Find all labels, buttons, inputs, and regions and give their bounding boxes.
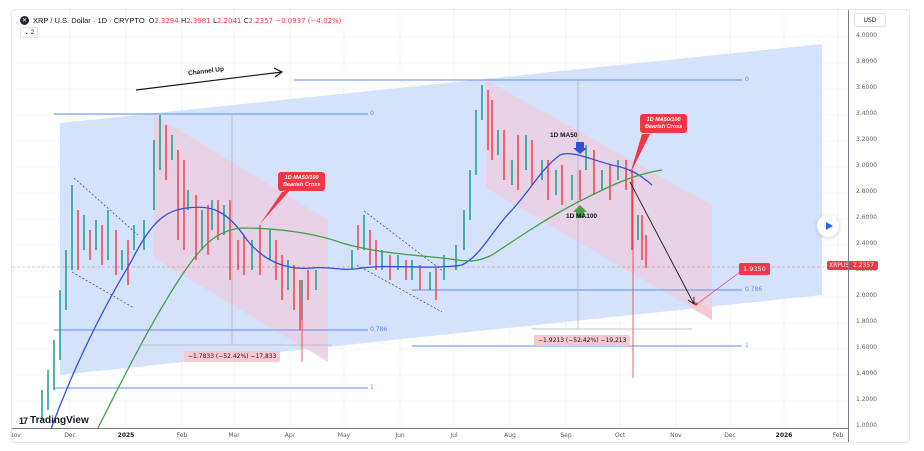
time-tick: Aug (504, 432, 516, 439)
price-axis[interactable]: USD 4.0000 3.8000 3.6000 3.4000 3.2000 3… (848, 10, 909, 442)
price-tick: 3.6000 (856, 84, 877, 91)
time-tick: Feb (832, 432, 844, 439)
indicators-toggle[interactable]: ⌄ 2 (20, 27, 39, 38)
price-tick: 3.2000 (856, 136, 877, 143)
price-tick: 1.8000 (856, 318, 877, 325)
ma50-label: 1D MA50 (550, 132, 578, 139)
price-tick: 3.4000 (856, 110, 877, 117)
tradingview-logo[interactable]: 17 TradingView (19, 415, 89, 426)
time-tick: 2026 (775, 432, 793, 439)
time-tick: Mar (228, 432, 240, 439)
scroll-to-realtime-button[interactable] (817, 215, 839, 237)
fib-level-0786-second: 0.786 (745, 286, 763, 293)
chart-canvas (12, 10, 848, 428)
chart-plot-area[interactable]: ✕ XRP / U.S. Dollar · 1D · CRYPTO O2.329… (12, 10, 856, 428)
tradingview-mark-icon: 17 (19, 415, 28, 426)
price-tick: 2.8000 (856, 188, 877, 195)
time-tick: May (337, 432, 351, 439)
time-tick: Nov (12, 432, 21, 439)
price-tick: 2.4000 (856, 240, 877, 247)
price-tick: 1.6000 (856, 344, 877, 351)
price-tick: 1.4000 (856, 370, 877, 377)
time-tick: Oct (614, 432, 626, 439)
fib-level-0-first: 0 (370, 110, 374, 117)
fib-level-1-second: 1 (745, 342, 749, 349)
ma100-label: 1D MA100 (566, 213, 598, 220)
bearish-cross-callout-1: 1D MA50/100 Bearish Cross (278, 172, 326, 192)
time-tick: Jun (395, 432, 405, 439)
fib-level-1-first: 1 (370, 384, 374, 391)
symbol-title: XRP / U.S. Dollar · 1D · CRYPTO (33, 16, 145, 25)
target-price-label: 1.9350 (739, 263, 770, 275)
last-price-tag: 2.2357 (849, 261, 878, 270)
xrp-logo-icon: ✕ (20, 16, 29, 25)
fib-level-0786-first: 0.786 (370, 326, 388, 333)
time-tick: Jul (450, 432, 458, 439)
price-tick: 1.2000 (856, 396, 877, 403)
change-value: −0.0937 (−4.02%) (275, 16, 342, 25)
price-tick: 2.0000 (856, 292, 877, 299)
symbol-legend[interactable]: ✕ XRP / U.S. Dollar · 1D · CRYPTO O2.329… (20, 16, 341, 25)
ohlc-values: O2.3294 H2.3981 L2.2041 C2.2357 −0.0937 … (148, 16, 342, 25)
price-tick: 3.8000 (856, 58, 877, 65)
time-tick: Nov (670, 432, 682, 439)
currency-selector[interactable]: USD (854, 13, 886, 27)
last-price-symbol-tag: XRPUSD (827, 261, 856, 270)
time-tick: Sep (560, 432, 572, 439)
price-tick: 3.0000 (856, 162, 877, 169)
time-axis[interactable]: Nov Dec 2025 Feb Mar Apr May Jun Jul Aug… (12, 428, 848, 442)
time-tick: Feb (176, 432, 188, 439)
time-tick: Dec (64, 432, 76, 439)
play-arrow-icon (825, 222, 833, 230)
time-tick: 2025 (117, 432, 135, 439)
measure-label-2: −1.9213 (−52.42%) −19,213 (534, 335, 631, 346)
measure-label-1: −1.7833 (−52.42%) −17,833 (184, 351, 281, 362)
price-tick: 2.6000 (856, 214, 877, 221)
price-tick: 4.0000 (856, 32, 877, 39)
time-tick: Apr (284, 432, 296, 439)
fib-level-0-second: 0 (745, 76, 749, 83)
time-tick: Dec (724, 432, 736, 439)
bearish-cross-callout-2: 1D MA50/100 Bearish Cross (640, 114, 688, 134)
chart-frame: ✕ XRP / U.S. Dollar · 1D · CRYPTO O2.329… (11, 9, 910, 443)
price-tick: 1.0000 (856, 422, 877, 429)
